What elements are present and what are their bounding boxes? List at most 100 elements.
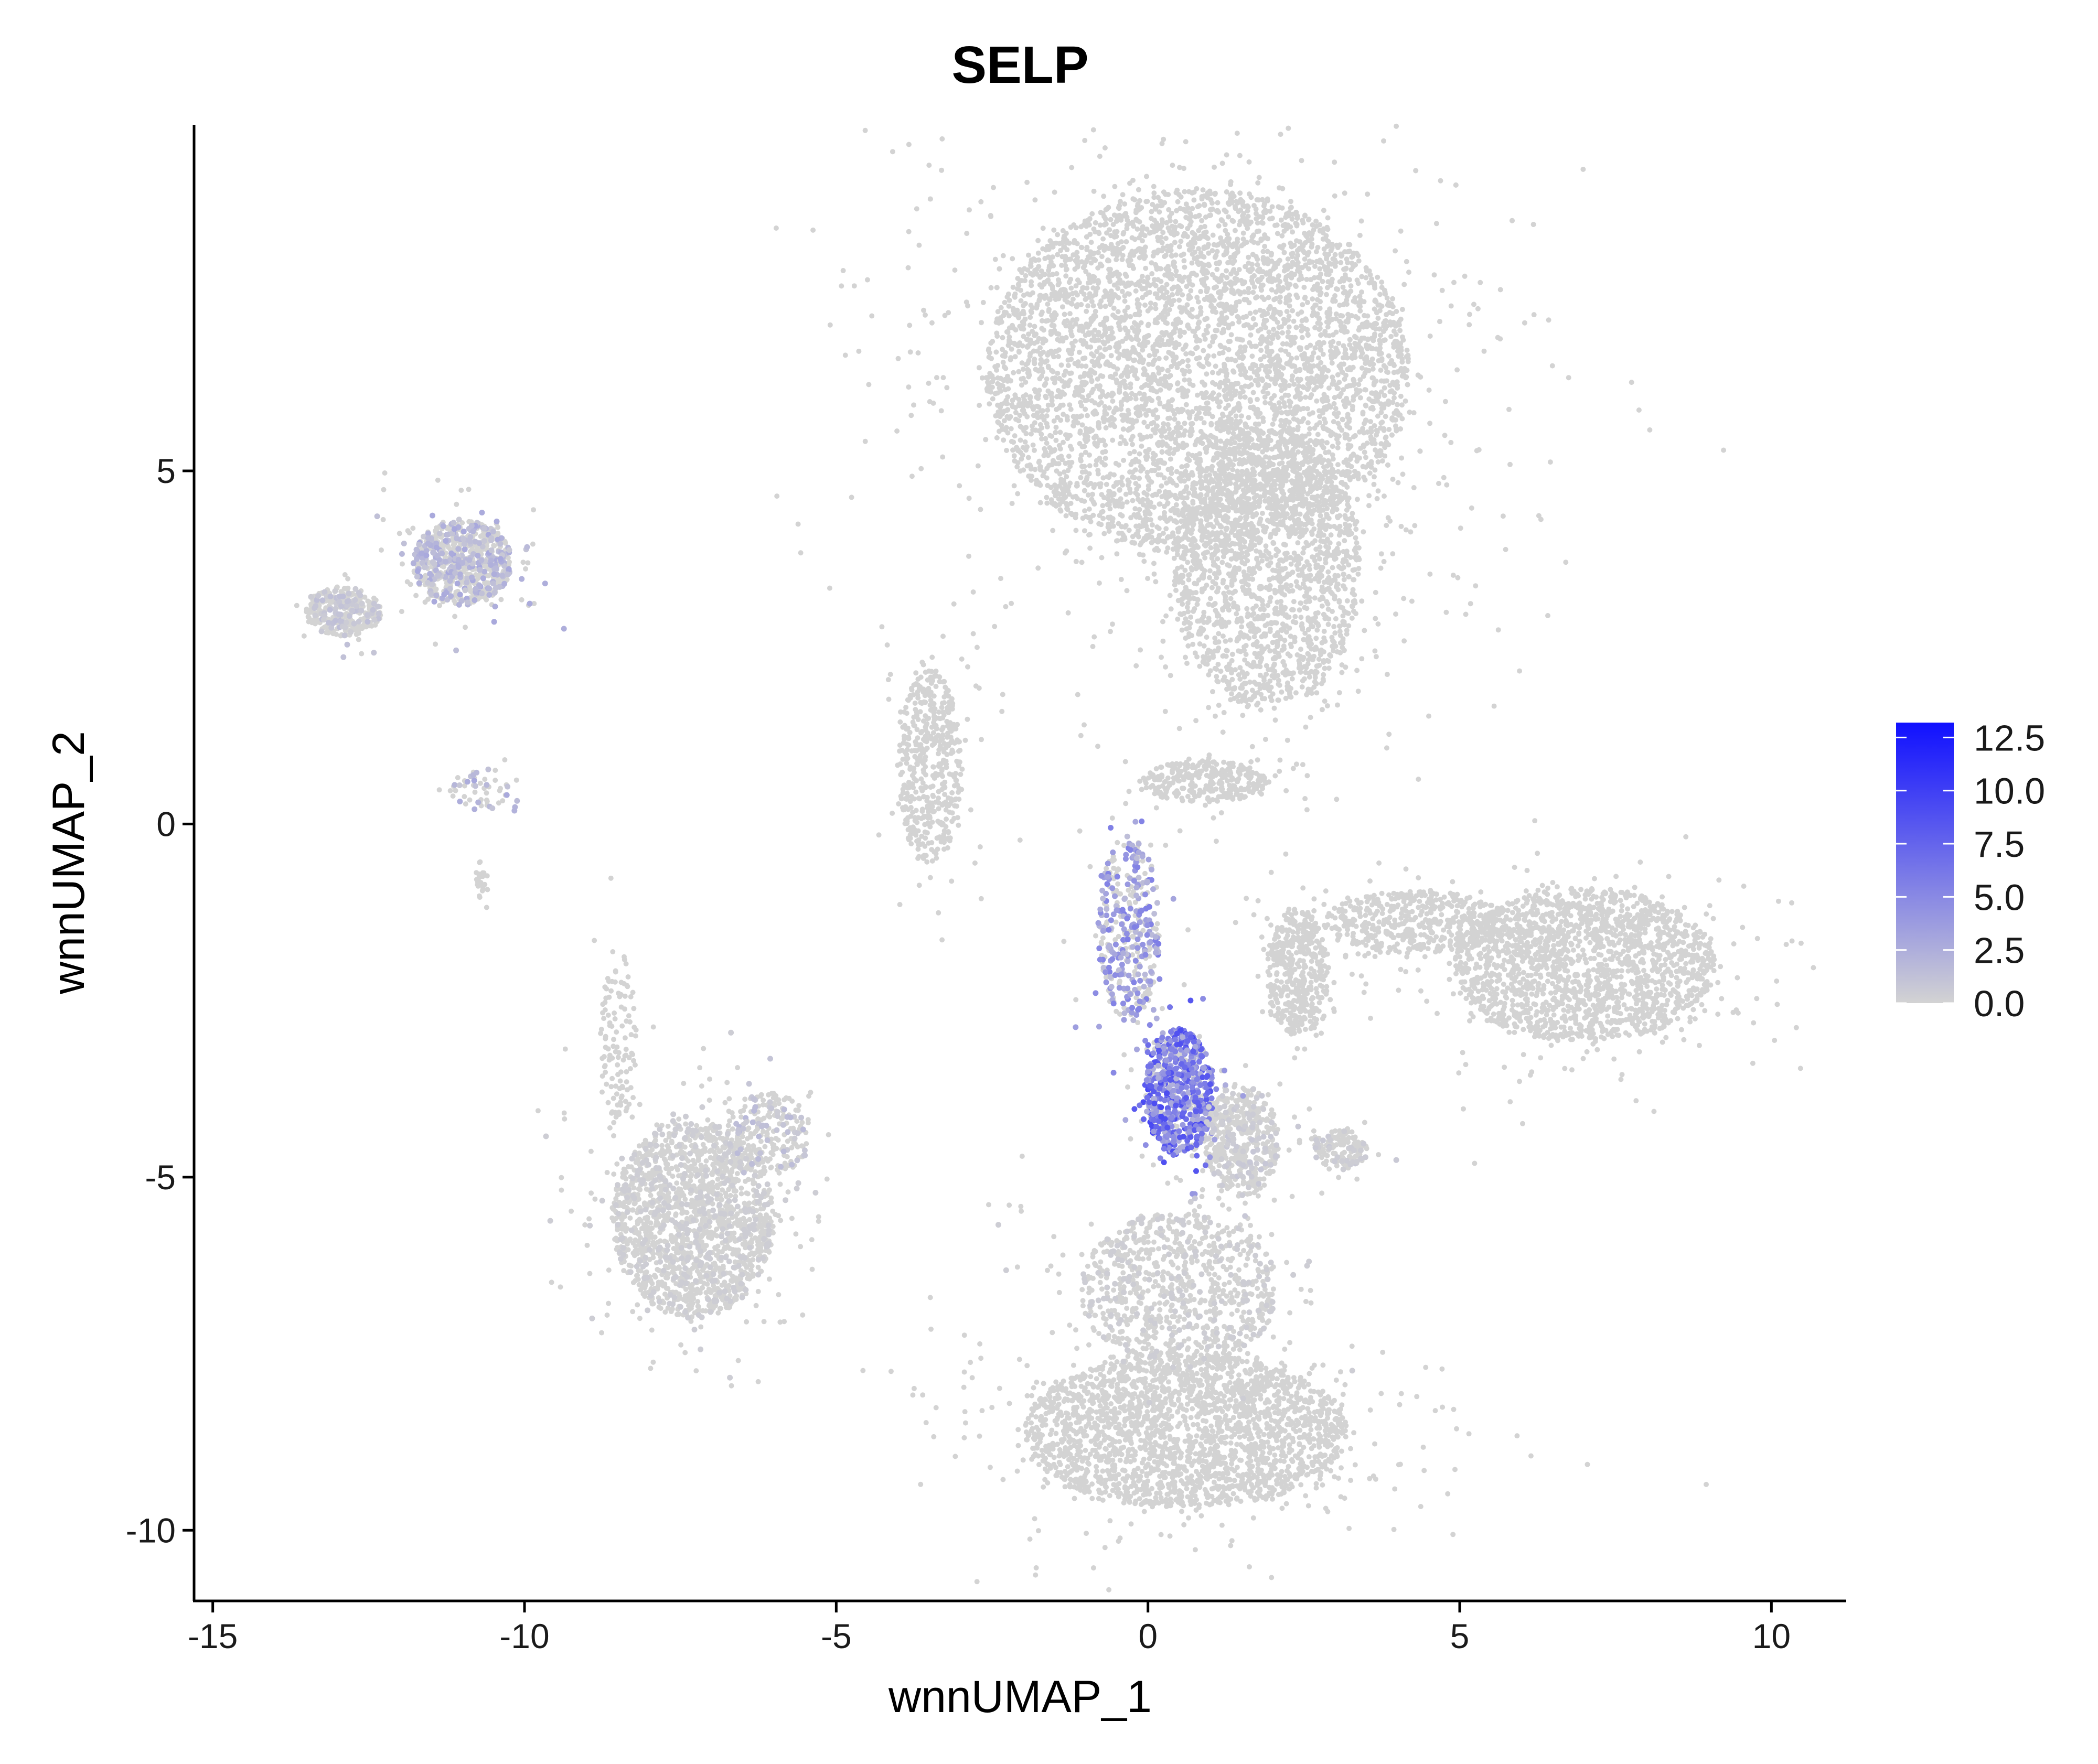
cell-point — [1368, 346, 1374, 351]
cell-point — [1021, 334, 1026, 339]
cell-point — [1011, 439, 1016, 445]
cell-point — [1300, 220, 1306, 225]
cell-point — [1163, 235, 1169, 241]
cell-point — [1300, 302, 1305, 308]
cell-point — [1110, 621, 1115, 627]
cell-point — [1275, 276, 1280, 282]
cell-point — [1159, 141, 1165, 146]
cell-point — [1185, 388, 1191, 394]
cell-point — [1104, 393, 1109, 399]
cell-point — [1102, 304, 1108, 309]
cell-point — [1141, 502, 1146, 508]
cell-point — [930, 400, 936, 406]
cell-point — [1010, 404, 1015, 410]
cell-point — [1246, 254, 1251, 260]
cell-point — [1148, 517, 1153, 523]
cell-point — [1112, 293, 1118, 298]
cell-point — [1169, 364, 1174, 369]
cell-point — [1563, 560, 1569, 565]
cell-point — [1154, 423, 1160, 429]
cell-point — [1159, 483, 1164, 489]
cell-point — [1074, 414, 1080, 420]
cell-point — [1383, 365, 1389, 370]
cell-point — [1400, 471, 1406, 477]
cell-point — [1260, 415, 1266, 421]
cell-point — [810, 227, 816, 233]
cell-point — [1140, 238, 1145, 244]
cell-point — [1183, 139, 1189, 145]
cell-point — [1185, 234, 1190, 240]
cell-point — [1394, 428, 1399, 434]
cell-point — [1255, 220, 1260, 226]
cell-point — [1062, 311, 1067, 317]
cell-point — [1155, 337, 1161, 342]
cell-point — [1244, 322, 1249, 328]
cell-point — [1142, 302, 1148, 308]
cell-point — [1097, 154, 1102, 159]
cell-point — [1050, 402, 1055, 408]
cell-point — [1230, 219, 1236, 224]
cell-point — [1294, 355, 1300, 361]
cell-point — [1174, 208, 1180, 213]
cell-point — [1093, 220, 1098, 225]
cell-point — [1314, 398, 1320, 404]
cell-point — [1374, 432, 1379, 438]
cell-point — [1196, 355, 1202, 361]
cell-point — [1074, 483, 1080, 489]
cell-point — [1061, 286, 1066, 292]
cell-point — [1011, 483, 1017, 489]
cell-point — [1042, 295, 1047, 301]
cell-point — [1149, 479, 1154, 485]
cell-point — [1183, 402, 1189, 407]
cell-point — [1090, 512, 1096, 518]
cell-point — [1404, 259, 1409, 264]
cell-point — [1130, 442, 1135, 447]
cell-point — [991, 185, 996, 190]
cell-point — [1171, 518, 1177, 524]
cell-point — [1090, 643, 1096, 649]
cell-point — [1047, 433, 1053, 438]
cell-point — [978, 507, 983, 512]
cell-point — [1309, 392, 1314, 397]
cell-point — [1352, 340, 1358, 346]
cell-point — [1102, 442, 1108, 448]
cell-point — [1174, 469, 1180, 475]
cell-point — [1128, 385, 1133, 391]
cell-point — [1297, 396, 1303, 402]
cell-point — [1341, 290, 1346, 296]
cell-point — [1180, 292, 1185, 298]
cell-point — [1342, 190, 1347, 196]
cell-point — [1328, 353, 1334, 359]
cell-point — [1118, 479, 1124, 485]
cell-point — [1478, 279, 1483, 285]
cell-point — [1015, 491, 1021, 497]
cell-point — [1135, 201, 1141, 207]
cell-point — [1100, 503, 1106, 509]
cell-point — [1391, 328, 1397, 334]
cell-point — [1262, 243, 1268, 249]
cell-point — [1150, 450, 1156, 456]
cell-point — [1240, 236, 1246, 242]
cell-point — [1111, 305, 1117, 311]
cell-point — [1204, 400, 1209, 406]
cell-point — [1286, 324, 1292, 330]
cell-point — [1053, 425, 1059, 430]
cell-point — [1316, 374, 1322, 380]
cell-point — [1171, 429, 1176, 435]
cell-point — [1162, 254, 1168, 259]
cell-point — [1089, 379, 1095, 384]
cell-point — [1298, 406, 1303, 412]
cell-point — [1099, 243, 1105, 249]
cell-point — [1292, 410, 1298, 416]
cell-point — [1311, 284, 1317, 289]
cell-point — [1189, 306, 1195, 312]
cell-point — [1213, 190, 1218, 196]
cell-point — [1255, 277, 1260, 283]
cell-point — [1027, 341, 1033, 347]
cell-point — [1297, 419, 1302, 425]
cell-point — [1001, 437, 1007, 443]
cell-point — [1187, 313, 1193, 318]
cell-point — [1566, 375, 1571, 381]
cell-point — [1444, 482, 1450, 488]
cell-point — [1173, 252, 1179, 258]
